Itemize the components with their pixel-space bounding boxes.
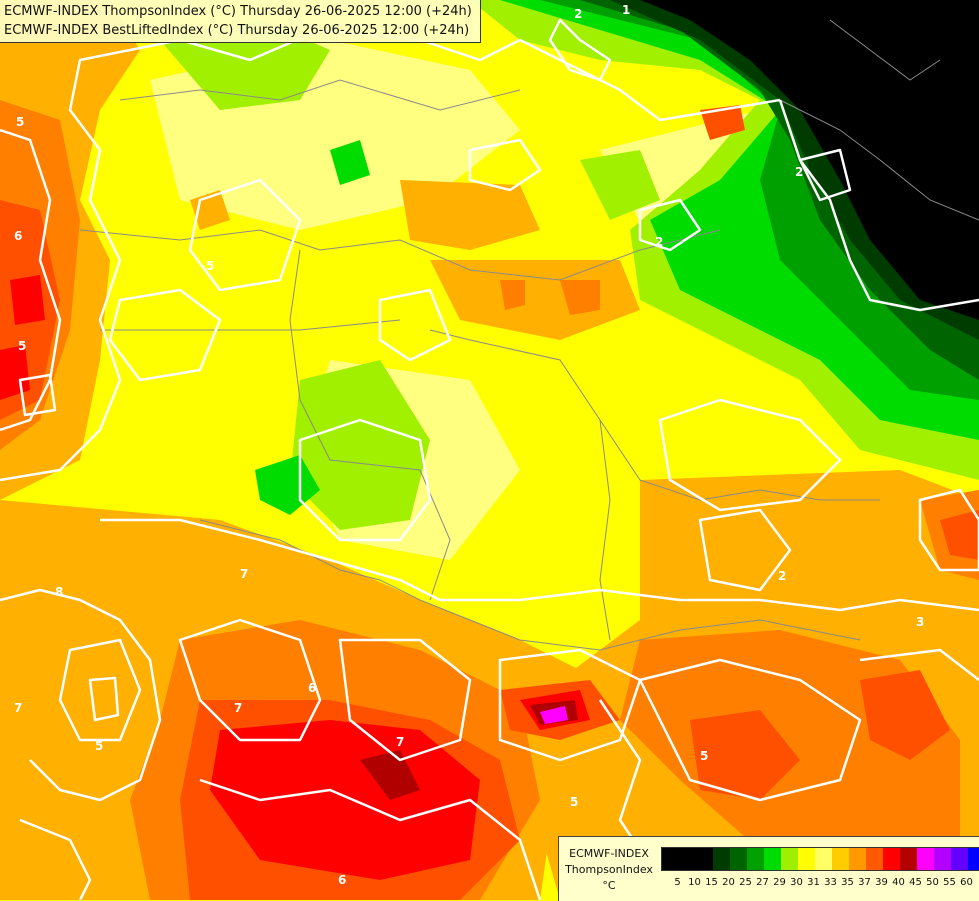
field-red: [210, 720, 480, 880]
map-title-line-1: ECMWF-INDEX ThompsonIndex (°C) Thursday …: [4, 4, 472, 19]
color-legend: ECMWF-INDEX ThompsonIndex °C 5 10 15 20 25 27…: [558, 836, 979, 901]
legend-swatch: [781, 848, 798, 870]
contour-label: 2: [778, 569, 786, 583]
contour-label: 3: [916, 615, 924, 629]
legend-tick-label: 33: [824, 877, 837, 888]
contour-label: 1: [622, 3, 630, 17]
legend-tick-label: 45: [909, 877, 922, 888]
field-green: [255, 455, 320, 515]
contour-label: 5: [570, 795, 578, 809]
legend-tick-label: 60: [960, 877, 973, 888]
field-orange: [400, 180, 540, 250]
legend-tick-label: 5: [674, 877, 681, 888]
contour-label: 2: [795, 165, 803, 179]
legend-tick-label: 35: [841, 877, 854, 888]
contour-label: 5: [16, 115, 24, 129]
contour-label: 5: [95, 739, 103, 753]
contour-label: 5: [18, 339, 26, 353]
legend-swatch: [662, 848, 679, 870]
legend-tick-label: 39: [875, 877, 888, 888]
map-title-line-2: ECMWF-INDEX BestLiftedIndex (°C) Thursda…: [4, 23, 470, 38]
legend-swatch: [849, 848, 866, 870]
legend-swatch: [968, 848, 979, 870]
legend-tick-label: 30: [790, 877, 803, 888]
legend-tick-label: 29: [773, 877, 786, 888]
contour-label: 6: [14, 229, 22, 243]
legend-swatch: [730, 848, 747, 870]
contour-label: 7: [234, 701, 242, 715]
legend-unit: °C: [602, 879, 616, 892]
contour-label: 5: [206, 259, 214, 273]
legend-swatch: [713, 848, 730, 870]
legend-tick-label: 20: [722, 877, 735, 888]
field-red-orange: [700, 105, 745, 140]
legend-tick-label: 15: [705, 877, 718, 888]
field-lime: [580, 150, 660, 220]
legend-swatch: [815, 848, 832, 870]
contour-label: 5: [700, 749, 708, 763]
legend-subtitle: ThompsonIndex: [565, 863, 653, 876]
contour-label: 2: [574, 7, 582, 21]
field-green: [330, 140, 370, 185]
legend-swatch: [883, 848, 900, 870]
legend-tick-label: 10: [688, 877, 701, 888]
contour-label: 8: [55, 585, 63, 599]
field-lime: [290, 360, 430, 530]
legend-title: ECMWF-INDEX: [569, 847, 649, 860]
contour-labels: 2 1 5 6 5 2 2 5 8 5 7 6 7 7 5 5 2 3 6 7: [14, 3, 924, 887]
contour-label: 7: [240, 567, 248, 581]
legend-swatches: [661, 847, 979, 871]
contour-label: 2: [655, 235, 663, 249]
legend-swatch: [866, 848, 883, 870]
field-red-orange: [690, 710, 800, 800]
field-magenta: [540, 706, 568, 724]
legend-tick-label: 27: [756, 877, 769, 888]
legend-swatch: [951, 848, 968, 870]
contour-label: 7: [14, 701, 22, 715]
contour-label: 6: [308, 681, 316, 695]
map-title-box: ECMWF-INDEX ThompsonIndex (°C) Thursday …: [0, 0, 481, 43]
legend-swatch: [696, 848, 713, 870]
field-red: [940, 510, 979, 560]
legend-tick-label: 55: [943, 877, 956, 888]
field-dark-orange: [500, 280, 525, 310]
field-dark-orange: [560, 280, 600, 315]
legend-tick-label: 37: [858, 877, 871, 888]
legend-swatch: [764, 848, 781, 870]
legend-swatch: [900, 848, 917, 870]
legend-swatch: [798, 848, 815, 870]
legend-ticks: 5 10 15 20 25 27 29 30 31 33 35 37 39 40 45 50 55 60: [669, 877, 975, 888]
field-black: [640, 0, 979, 320]
legend-tick-label: 31: [807, 877, 820, 888]
contour-label: 6: [338, 873, 346, 887]
legend-swatch: [679, 848, 696, 870]
legend-swatch: [832, 848, 849, 870]
legend-swatch: [934, 848, 951, 870]
field-red: [10, 275, 45, 325]
contour-label: 7: [396, 735, 404, 749]
field-dark-red: [360, 750, 420, 800]
field-red: [0, 345, 30, 400]
legend-tick-label: 50: [926, 877, 939, 888]
legend-tick-label: 25: [739, 877, 752, 888]
legend-swatch: [917, 848, 934, 870]
legend-swatch: [747, 848, 764, 870]
legend-tick-label: 40: [892, 877, 905, 888]
field-red: [860, 670, 950, 760]
